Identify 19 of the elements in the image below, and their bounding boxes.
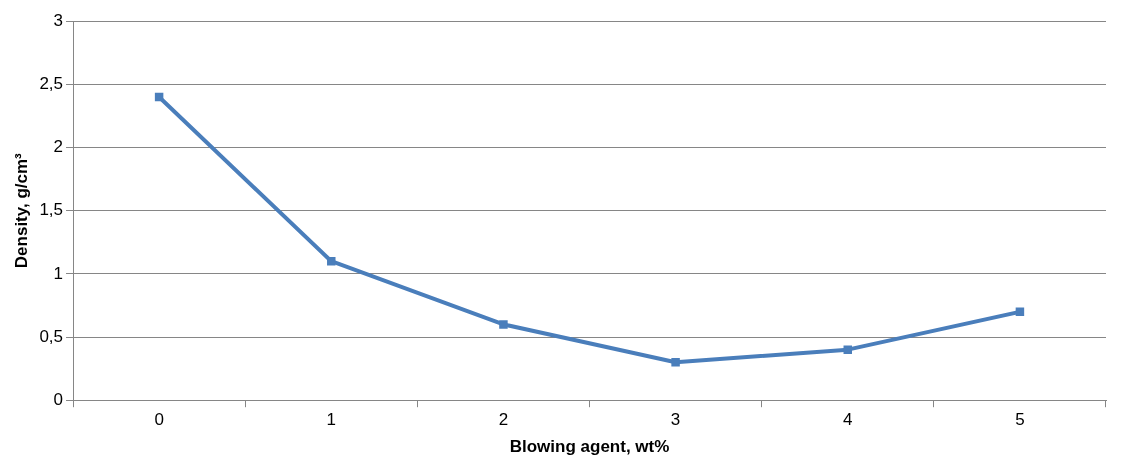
point [843, 345, 852, 354]
point [671, 358, 680, 367]
x-tick-label: 5 [1015, 410, 1025, 430]
x-tick-label: 2 [498, 410, 509, 430]
x-axis-title: Blowing agent, wt% [509, 437, 670, 457]
y-tick-label: 2 [53, 137, 64, 157]
x-tick-label: 0 [154, 410, 164, 430]
point [327, 256, 336, 266]
y-tick-label: 1,5 [39, 200, 64, 220]
y-axis-title: Density, g/cm³ [11, 152, 31, 269]
y-tick-label: 0,5 [39, 326, 64, 346]
point [499, 320, 508, 329]
x-tick-label: 3 [670, 410, 681, 430]
y-tick-label: 2,5 [39, 74, 64, 94]
y-tick-label: 1 [53, 263, 64, 283]
y-tick-label: 0 [53, 389, 64, 409]
x-tick-label: 4 [843, 410, 853, 430]
x-tick-label: 1 [326, 410, 337, 430]
y-tick-label: 3 [53, 10, 64, 30]
